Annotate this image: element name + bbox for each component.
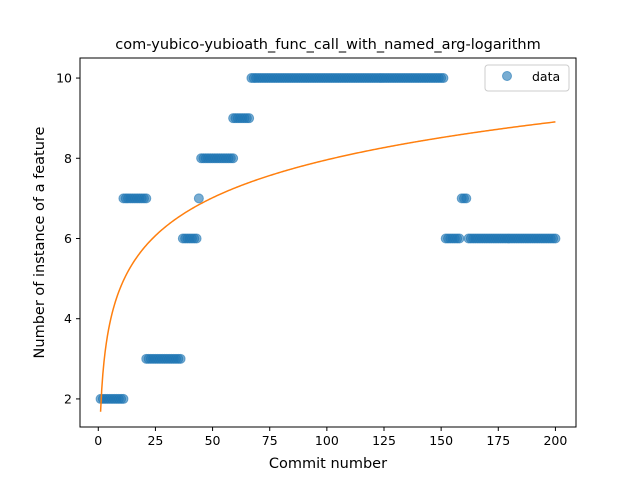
y-tick-label: 6 <box>64 231 72 246</box>
data-point <box>550 233 561 244</box>
legend: data <box>484 64 570 92</box>
data-point <box>244 113 255 124</box>
x-axis: 0 25 50 75 100 125 150 175 200 <box>94 427 567 448</box>
x-tick-label: 200 <box>543 433 567 448</box>
data-point <box>175 353 186 364</box>
y-tick-label: 2 <box>64 391 72 406</box>
y-tick-label: 10 <box>56 71 72 86</box>
data-point <box>228 153 239 164</box>
x-tick-label: 100 <box>315 433 339 448</box>
x-axis-label: Commit number <box>269 456 387 472</box>
fit-line <box>99 121 556 412</box>
legend-marker <box>502 71 512 81</box>
data-point <box>118 393 129 404</box>
data-point <box>141 193 152 204</box>
plot-area <box>79 57 577 428</box>
data-point <box>438 73 449 84</box>
x-tick-label: 125 <box>372 433 396 448</box>
data-points <box>95 73 561 404</box>
data-point <box>193 193 204 204</box>
y-axis: 2 4 6 8 10 <box>56 71 80 406</box>
data-point <box>461 193 472 204</box>
x-tick-label: 50 <box>205 433 221 448</box>
y-tick-label: 8 <box>64 151 72 166</box>
y-axis-label: Number of instance of a feature <box>32 126 48 358</box>
x-tick-label: 175 <box>486 433 510 448</box>
y-tick-label: 4 <box>64 311 72 326</box>
chart-title: com-yubico-yubioath_func_call_with_named… <box>115 37 540 53</box>
x-tick-label: 25 <box>147 433 163 448</box>
x-tick-label: 75 <box>262 433 278 448</box>
data-point <box>191 233 202 244</box>
data-point <box>454 233 465 244</box>
x-tick-label: 150 <box>429 433 453 448</box>
x-tick-label: 0 <box>94 433 102 448</box>
legend-label-data: data <box>532 69 560 84</box>
